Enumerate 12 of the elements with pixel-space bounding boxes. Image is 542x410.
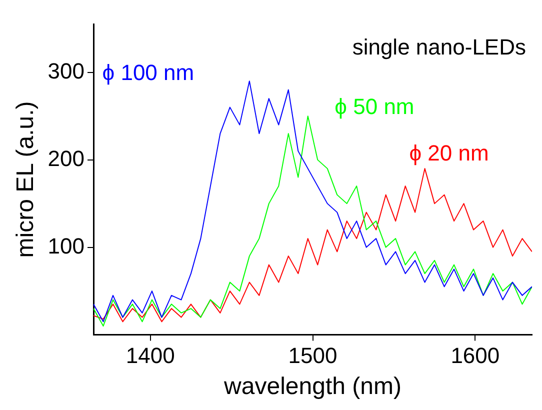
y-tick-label: 100 <box>48 233 85 258</box>
y-tick-label: 200 <box>48 146 85 171</box>
series-label: ϕ 100 nm <box>102 60 194 85</box>
series-label: ϕ 50 nm <box>334 94 414 120</box>
y-axis-title: micro EL (a.u.) <box>12 101 40 258</box>
x-tick-label: 1500 <box>288 343 338 368</box>
x-axis-title: wavelength (nm) <box>223 373 402 400</box>
annotation: single nano-LEDs <box>352 34 526 60</box>
x-tick-label: 1600 <box>450 343 500 368</box>
x-tick-label: 1400 <box>126 343 175 368</box>
series-label: ϕ 20 nm <box>409 140 489 166</box>
y-tick-label: 300 <box>48 58 85 84</box>
